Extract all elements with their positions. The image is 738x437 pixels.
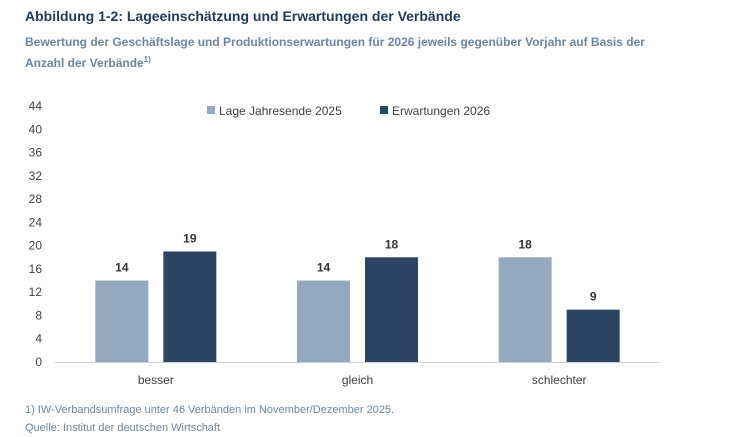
y-tick-label: 16 <box>29 262 43 276</box>
data-label: 18 <box>518 237 532 251</box>
bar-erwartungen-2026-besser <box>163 251 217 362</box>
y-tick-label: 44 <box>29 99 43 113</box>
x-category-label: schlechter <box>532 373 587 387</box>
y-tick-label: 32 <box>29 169 43 183</box>
data-label: 9 <box>590 290 597 304</box>
bar-erwartungen-2026-schlechter <box>566 309 620 362</box>
x-category-label: gleich <box>342 373 373 387</box>
y-tick-label: 8 <box>35 308 42 322</box>
bar-erwartungen-2026-gleich <box>365 257 418 362</box>
subtitle-text: Bewertung der Geschäftslage und Produkti… <box>25 35 645 70</box>
data-label: 19 <box>183 231 197 245</box>
y-tick-label: 4 <box>35 332 42 346</box>
y-tick-label: 12 <box>29 285 43 299</box>
y-tick-label: 0 <box>35 355 42 369</box>
x-category-label: besser <box>138 373 174 387</box>
bar-lage-2025-besser <box>95 280 149 362</box>
subtitle-footnote-mark: 1) <box>143 55 151 64</box>
legend-lage-2025-swatch <box>207 106 215 114</box>
figure-title: Abbildung 1-2: Lageeinschätzung und Erwa… <box>25 8 461 24</box>
legend-erwartungen-2026-label: Erwartungen 2026 <box>392 104 490 118</box>
data-label: 18 <box>385 237 399 251</box>
source-note: Quelle: Institut der deutschen Wirtschaf… <box>25 422 221 434</box>
footnote: 1) IW-Verbandsumfrage unter 46 Verbänden… <box>25 404 395 416</box>
y-tick-label: 36 <box>29 146 43 160</box>
y-tick-label: 20 <box>29 239 43 253</box>
y-tick-label: 24 <box>29 215 43 229</box>
bar-lage-2025-schlechter <box>498 257 552 362</box>
data-label: 14 <box>317 261 331 275</box>
y-tick-label: 28 <box>29 192 43 206</box>
figure-subtitle: Bewertung der Geschäftslage und Produkti… <box>25 33 685 72</box>
y-tick-label: 40 <box>29 122 43 136</box>
bar-lage-2025-gleich <box>297 280 350 362</box>
legend-erwartungen-2026-swatch <box>380 106 388 114</box>
legend-lage-2025-label: Lage Jahresende 2025 <box>219 104 342 118</box>
data-label: 14 <box>115 261 129 275</box>
